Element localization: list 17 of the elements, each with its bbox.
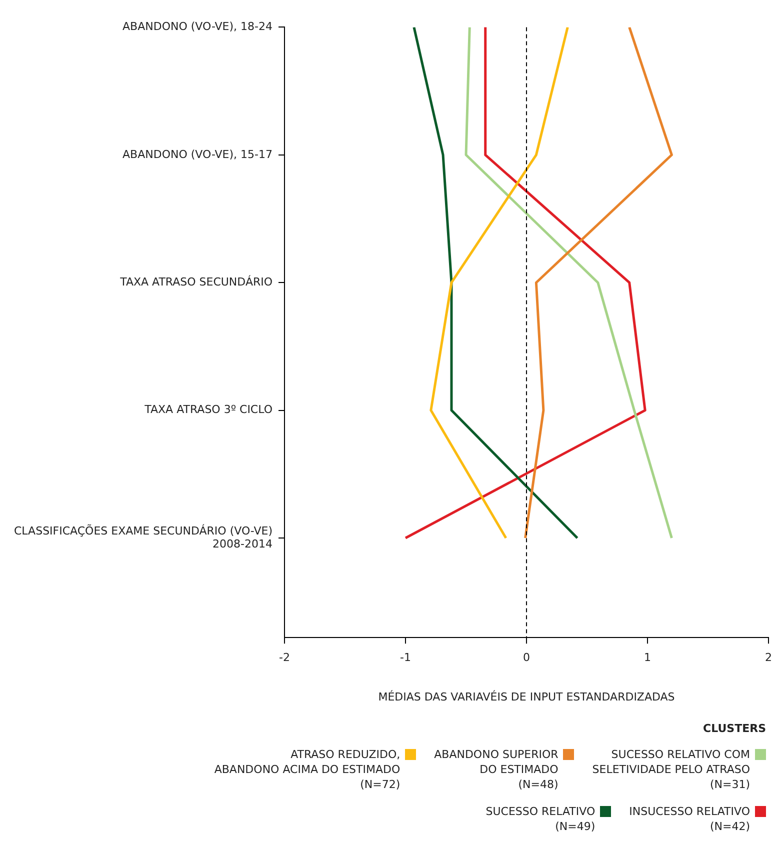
x-tick-label: 2 <box>765 651 772 664</box>
y-tick-label: CLASSIFICAÇÕES EXAME SECUNDÁRIO (VO-VE) 2008-2014 <box>14 523 273 550</box>
y-tick-label: ABANDONO (VO-VE), 18-24 <box>122 20 273 34</box>
x-tick-label: -1 <box>400 651 411 664</box>
x-axis-title: MÉDIAS DAS VARIAVÉIS DE INPUT ESTANDARDIZADAS <box>378 689 675 704</box>
legend-label: ATRASO REDUZIDO, ABANDONO ACIMA DO ESTIMADO (N=72) <box>214 747 400 792</box>
legend-title: CLUSTERS <box>702 722 766 735</box>
y-tick-label: TAXA ATRASO SECUNDÁRIO <box>119 274 273 288</box>
x-tick-label: 1 <box>644 651 652 664</box>
legend-label: SUCESSO RELATIVO (N=49) <box>486 804 596 834</box>
x-tick-label: 0 <box>523 651 530 664</box>
legend-label: SUCESSO RELATIVO COM SELETIVIDADE PELO ATRASO (N=31) <box>592 747 750 792</box>
x-tick-label: -2 <box>279 651 290 664</box>
y-tick-label: TAXA ATRASO 3º CICLO <box>144 403 273 416</box>
legend-label: INSUCESSO RELATIVO (N=42) <box>629 804 750 834</box>
y-tick-label: ABANDONO (VO-VE), 15-17 <box>122 148 273 161</box>
legend-label: ABANDONO SUPERIOR DO ESTIMADO (N=48) <box>434 747 558 792</box>
